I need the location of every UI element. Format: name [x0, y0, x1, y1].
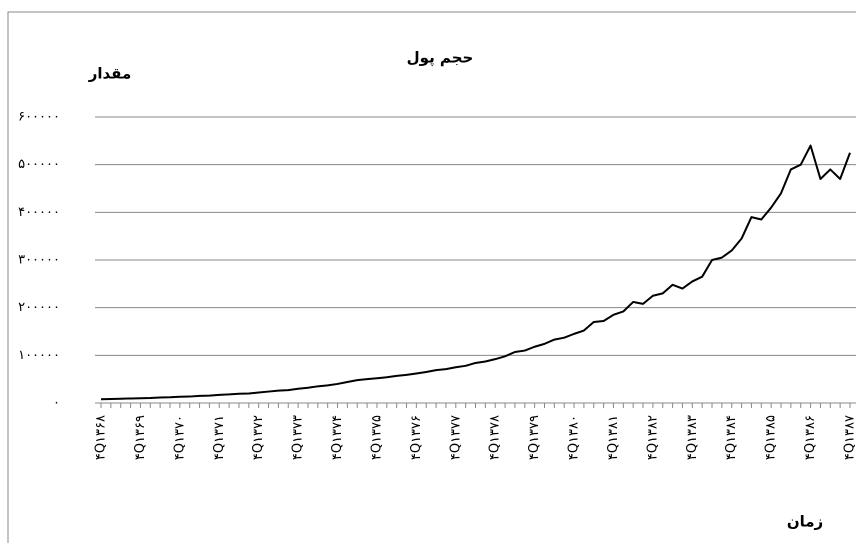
x-tick-label: ۴Q۱۳۷۴ [330, 415, 345, 460]
x-tick-label: ۴Q۱۳۷۲ [251, 415, 266, 460]
y-tick-label: ۴۰۰۰۰۰ [18, 205, 60, 220]
x-tick-label: ۴Q۱۳۶۸ [94, 415, 109, 460]
x-tick-label: ۴Q۱۳۸۶ [803, 415, 818, 460]
x-tick-label: ۴Q۱۳۷۱ [212, 415, 227, 460]
data-line [101, 146, 850, 400]
x-tick-label: ۴Q۱۳۷۶ [409, 415, 424, 460]
chart: حجم پول مقدار زمان ۰ ۱۰۰۰۰۰ ۲۰۰۰۰۰ ۳۰۰۰۰۰ ۴۰… [0, 0, 856, 543]
y-axis-label: مقدار [88, 65, 132, 83]
x-tick-label: ۴Q۱۳۷۸ [488, 415, 503, 460]
x-tick-label: ۴Q۱۳۸۷ [843, 415, 856, 460]
y-tick-label: ۰ [53, 396, 60, 411]
x-tick-label: ۴Q۱۳۷۳ [291, 415, 306, 460]
x-tick-label: ۴Q۱۳۷۷ [448, 415, 463, 460]
x-tick-label: ۴Q۱۳۸۲ [645, 415, 660, 460]
chart-title: حجم پول [407, 49, 474, 68]
x-tick-label: ۴Q۱۳۷۵ [369, 415, 384, 460]
chart-frame [8, 12, 856, 543]
x-tick-label: ۴Q۱۳۷۰ [172, 415, 187, 460]
x-tick-label: ۴Q۱۳۸۰ [567, 415, 582, 460]
x-tick-label: ۴Q۱۳۷۹ [527, 415, 542, 460]
y-tick-label: ۲۰۰۰۰۰ [18, 300, 60, 315]
y-tick-label: ۶۰۰۰۰۰ [18, 110, 60, 125]
x-tick-label: ۴Q۱۳۸۵ [764, 415, 779, 460]
x-axis-label: زمان [787, 513, 823, 531]
x-tick-label: ۴Q۱۳۸۱ [606, 415, 621, 460]
x-tick-label: ۴Q۱۳۸۳ [685, 415, 700, 460]
y-tick-label: ۵۰۰۰۰۰ [18, 157, 60, 172]
y-tick-label: ۱۰۰۰۰۰ [18, 348, 60, 363]
x-tick-label: ۴Q۱۳۶۹ [133, 415, 148, 460]
y-tick-label: ۳۰۰۰۰۰ [18, 253, 60, 268]
x-tick-label: ۴Q۱۳۸۴ [724, 415, 739, 460]
